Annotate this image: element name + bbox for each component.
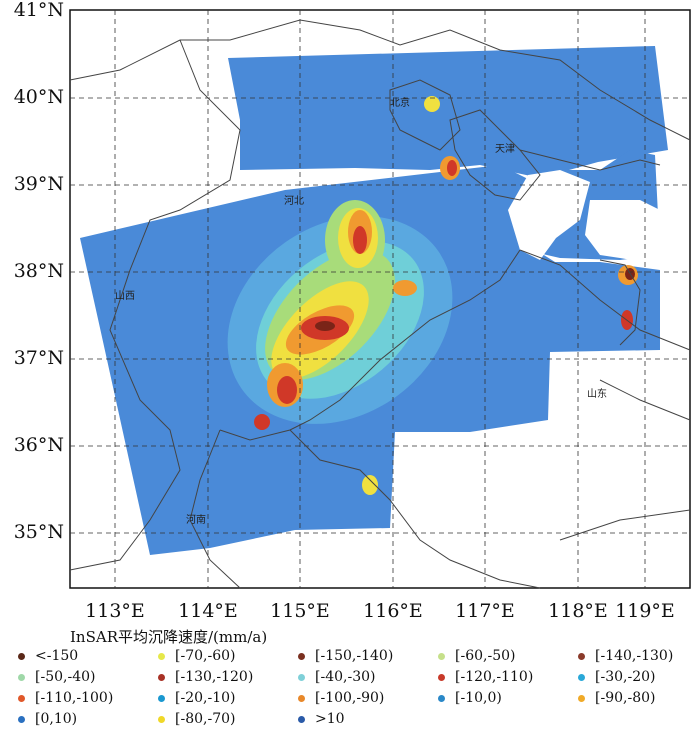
lon-label-119: 119°E (615, 600, 675, 622)
graticule (70, 10, 690, 588)
legend-swatch (578, 673, 585, 681)
legend-label: [-100,-90) (315, 690, 385, 706)
province-label-shandong: 山东 (587, 389, 607, 400)
legend-label: [-10,0) (455, 690, 502, 706)
lat-label-41: 41°N (13, 0, 64, 21)
legend-item: [-120,-110) (438, 669, 533, 685)
lat-label-38: 38°N (13, 260, 64, 282)
lon-label-118: 118°E (548, 600, 608, 622)
province-label-hebei: 河北 (284, 196, 304, 207)
legend-swatch (18, 694, 25, 702)
legend-item: [-60,-50) (438, 648, 515, 664)
lat-label-37: 37°N (13, 347, 64, 369)
legend-label: [-60,-50) (455, 648, 516, 664)
lat-label-35: 35°N (13, 521, 64, 543)
legend-item: [-10,0) (438, 690, 502, 706)
legend-label: [-70,-60) (175, 648, 236, 664)
province-label-henan: 河南 (186, 515, 206, 526)
lon-label-117: 117°E (455, 600, 515, 622)
lon-label-114: 114°E (178, 600, 238, 622)
legend-swatch (578, 694, 585, 702)
legend-item: [0,10) (18, 711, 77, 727)
legend-item: >10 (298, 711, 345, 727)
lon-label-113: 113°E (85, 600, 145, 622)
lon-label-116: 116°E (363, 600, 423, 622)
legend-swatch (18, 652, 25, 660)
legend-item: [-20,-10) (158, 690, 235, 706)
legend-swatch (438, 652, 445, 660)
legend-swatch (158, 715, 165, 723)
province-label-tianjin: 天津 (495, 144, 515, 155)
legend-label: [-130,-120) (175, 669, 254, 685)
legend-label: [-30,-20) (595, 669, 656, 685)
legend-swatch (438, 694, 445, 702)
lat-label-39: 39°N (13, 173, 64, 195)
legend-label: [-90,-80) (595, 690, 656, 706)
legend-item: <-150 (18, 648, 78, 664)
legend-label: [-80,-70) (175, 711, 236, 727)
legend-label: [-50,-40) (35, 669, 96, 685)
legend-swatch (298, 715, 305, 723)
legend-label: <-150 (35, 648, 79, 664)
legend-item: [-140,-130) (578, 648, 673, 664)
legend-label: [-110,-100) (35, 690, 114, 706)
legend-item: [-70,-60) (158, 648, 235, 664)
subsidence-map (69, 9, 691, 589)
province-label-shanxi: 山西 (115, 291, 135, 302)
legend-item: [-110,-100) (18, 690, 113, 706)
legend-label: [-140,-130) (595, 648, 674, 664)
province-boundaries (69, 19, 691, 589)
legend-label: [-20,-10) (175, 690, 236, 706)
legend-label: [-40,-30) (315, 669, 376, 685)
legend-swatch (438, 673, 445, 681)
coastline (519, 149, 661, 346)
legend-swatch (298, 652, 305, 660)
legend-label: >10 (315, 711, 345, 727)
legend-swatch (158, 694, 165, 702)
legend-item: [-80,-70) (158, 711, 235, 727)
legend-label: [-120,-110) (455, 669, 534, 685)
legend-swatch (158, 673, 165, 681)
legend-item: [-130,-120) (158, 669, 253, 685)
legend-item: [-150,-140) (298, 648, 393, 664)
lat-label-40: 40°N (13, 86, 64, 108)
province-label-beijing: 北京 (390, 98, 410, 109)
legend-swatch (158, 652, 165, 660)
legend: <-150 [-70,-60) [-150,-140) [-60,-50) [-140,… (0, 648, 700, 749)
legend-item: [-100,-90) (298, 690, 384, 706)
legend-item: [-90,-80) (578, 690, 655, 706)
legend-swatch (18, 673, 25, 681)
lat-label-36: 36°N (13, 434, 64, 456)
legend-item: [-50,-40) (18, 669, 95, 685)
legend-title: InSAR平均沉降速度/(mm/a) (70, 628, 268, 646)
legend-swatch (578, 652, 585, 660)
lon-label-115: 115°E (270, 600, 330, 622)
legend-swatch (18, 715, 25, 723)
legend-label: [0,10) (35, 711, 78, 727)
legend-label: [-150,-140) (315, 648, 394, 664)
legend-item: [-40,-30) (298, 669, 375, 685)
legend-item: [-30,-20) (578, 669, 655, 685)
legend-swatch (298, 694, 305, 702)
legend-swatch (298, 673, 305, 681)
